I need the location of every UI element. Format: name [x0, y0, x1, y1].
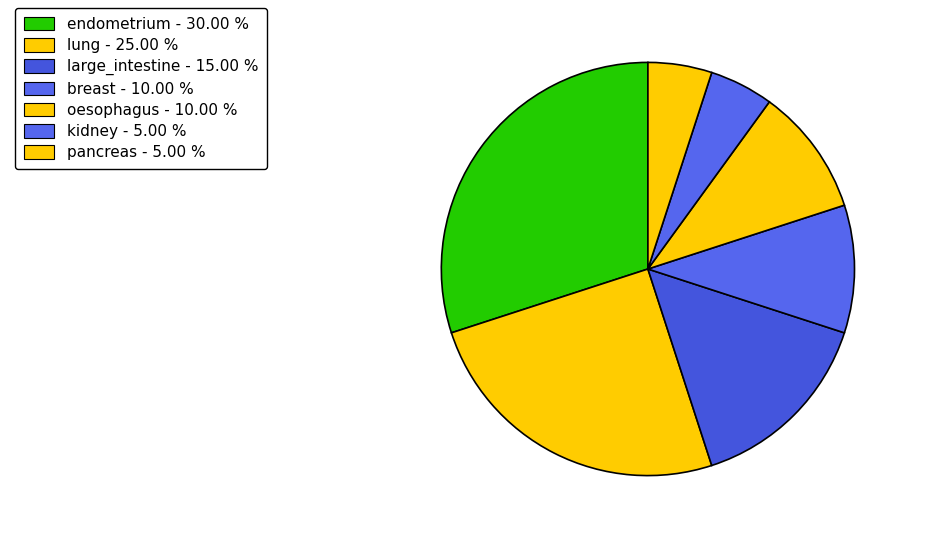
- Wedge shape: [648, 205, 854, 333]
- Wedge shape: [648, 269, 844, 465]
- Wedge shape: [648, 62, 712, 269]
- Wedge shape: [452, 269, 712, 476]
- Legend: endometrium - 30.00 %, lung - 25.00 %, large_intestine - 15.00 %, breast - 10.00: endometrium - 30.00 %, lung - 25.00 %, l…: [15, 8, 268, 169]
- Wedge shape: [441, 62, 648, 333]
- Wedge shape: [648, 73, 769, 269]
- Wedge shape: [648, 102, 844, 269]
